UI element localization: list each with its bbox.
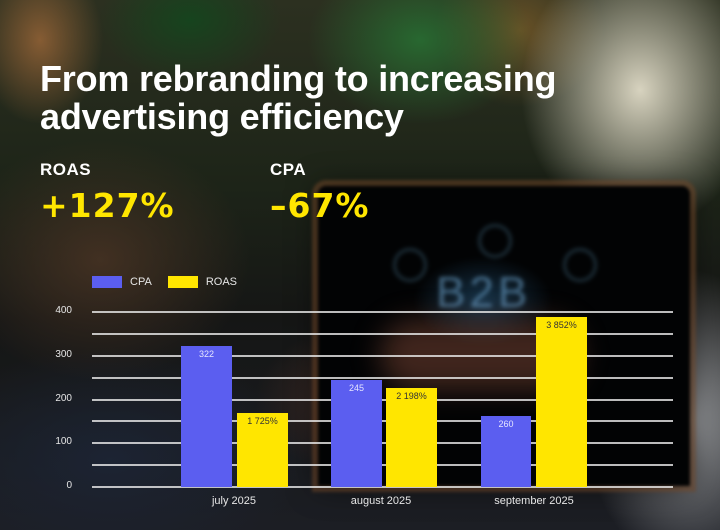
legend-swatch-cpa <box>92 276 122 288</box>
metric-value: –67% <box>270 186 370 225</box>
y-tick: 400 <box>55 305 72 316</box>
bar-roas-july: 1 725% <box>237 413 288 487</box>
y-tick: 200 <box>55 393 72 404</box>
bar-value-label: 322 <box>198 349 215 359</box>
x-tick: august 2025 <box>350 495 412 507</box>
bar-value-label: 245 <box>348 383 365 393</box>
circle-icon <box>393 248 427 282</box>
y-tick: 300 <box>55 349 72 360</box>
page-title: From rebranding to increasing advertisin… <box>40 58 557 137</box>
x-axis-baseline <box>92 486 673 488</box>
gridline <box>92 355 673 357</box>
legend-label: CPA <box>130 276 152 288</box>
gridline <box>92 464 673 466</box>
bar-cpa-september: 260 <box>481 416 531 487</box>
circle-icon <box>563 248 597 282</box>
screen-text: B2B <box>436 268 532 317</box>
bar-value-label: 260 <box>498 419 514 429</box>
circle-icon <box>478 224 512 258</box>
legend-item-roas: ROAS <box>167 276 237 288</box>
bar-roas-august: 2 198% <box>386 388 437 487</box>
bar-cpa-july: 322 <box>181 346 232 487</box>
bar-value-label: 2 198% <box>396 391 427 401</box>
gridline <box>92 399 673 401</box>
y-tick: 0 <box>66 480 72 491</box>
y-tick: 100 <box>55 436 72 447</box>
bar-cpa-august: 245 <box>331 380 382 487</box>
metric-value: +127% <box>40 186 175 225</box>
metric-label: CPA <box>270 160 307 179</box>
chart-legend: CPA ROAS <box>92 276 253 288</box>
bar-value-label: 1 725% <box>247 416 278 426</box>
x-tick: july 2025 <box>211 495 257 507</box>
screen-glow <box>413 256 553 346</box>
gridline <box>92 420 673 422</box>
gridline <box>92 311 673 313</box>
gridline <box>92 333 673 335</box>
legend-item-cpa: CPA <box>92 276 152 288</box>
gridline <box>92 442 673 444</box>
gridline <box>92 377 673 379</box>
bar-roas-september: 3 852% <box>536 317 587 487</box>
metric-label: ROAS <box>40 160 92 179</box>
metric-roas: ROAS +127% <box>40 160 175 225</box>
metric-cpa: CPA –67% <box>270 160 370 225</box>
x-tick: september 2025 <box>494 495 574 507</box>
bar-value-label: 3 852% <box>546 320 577 330</box>
legend-swatch-roas <box>167 276 198 288</box>
legend-label: ROAS <box>205 276 237 288</box>
